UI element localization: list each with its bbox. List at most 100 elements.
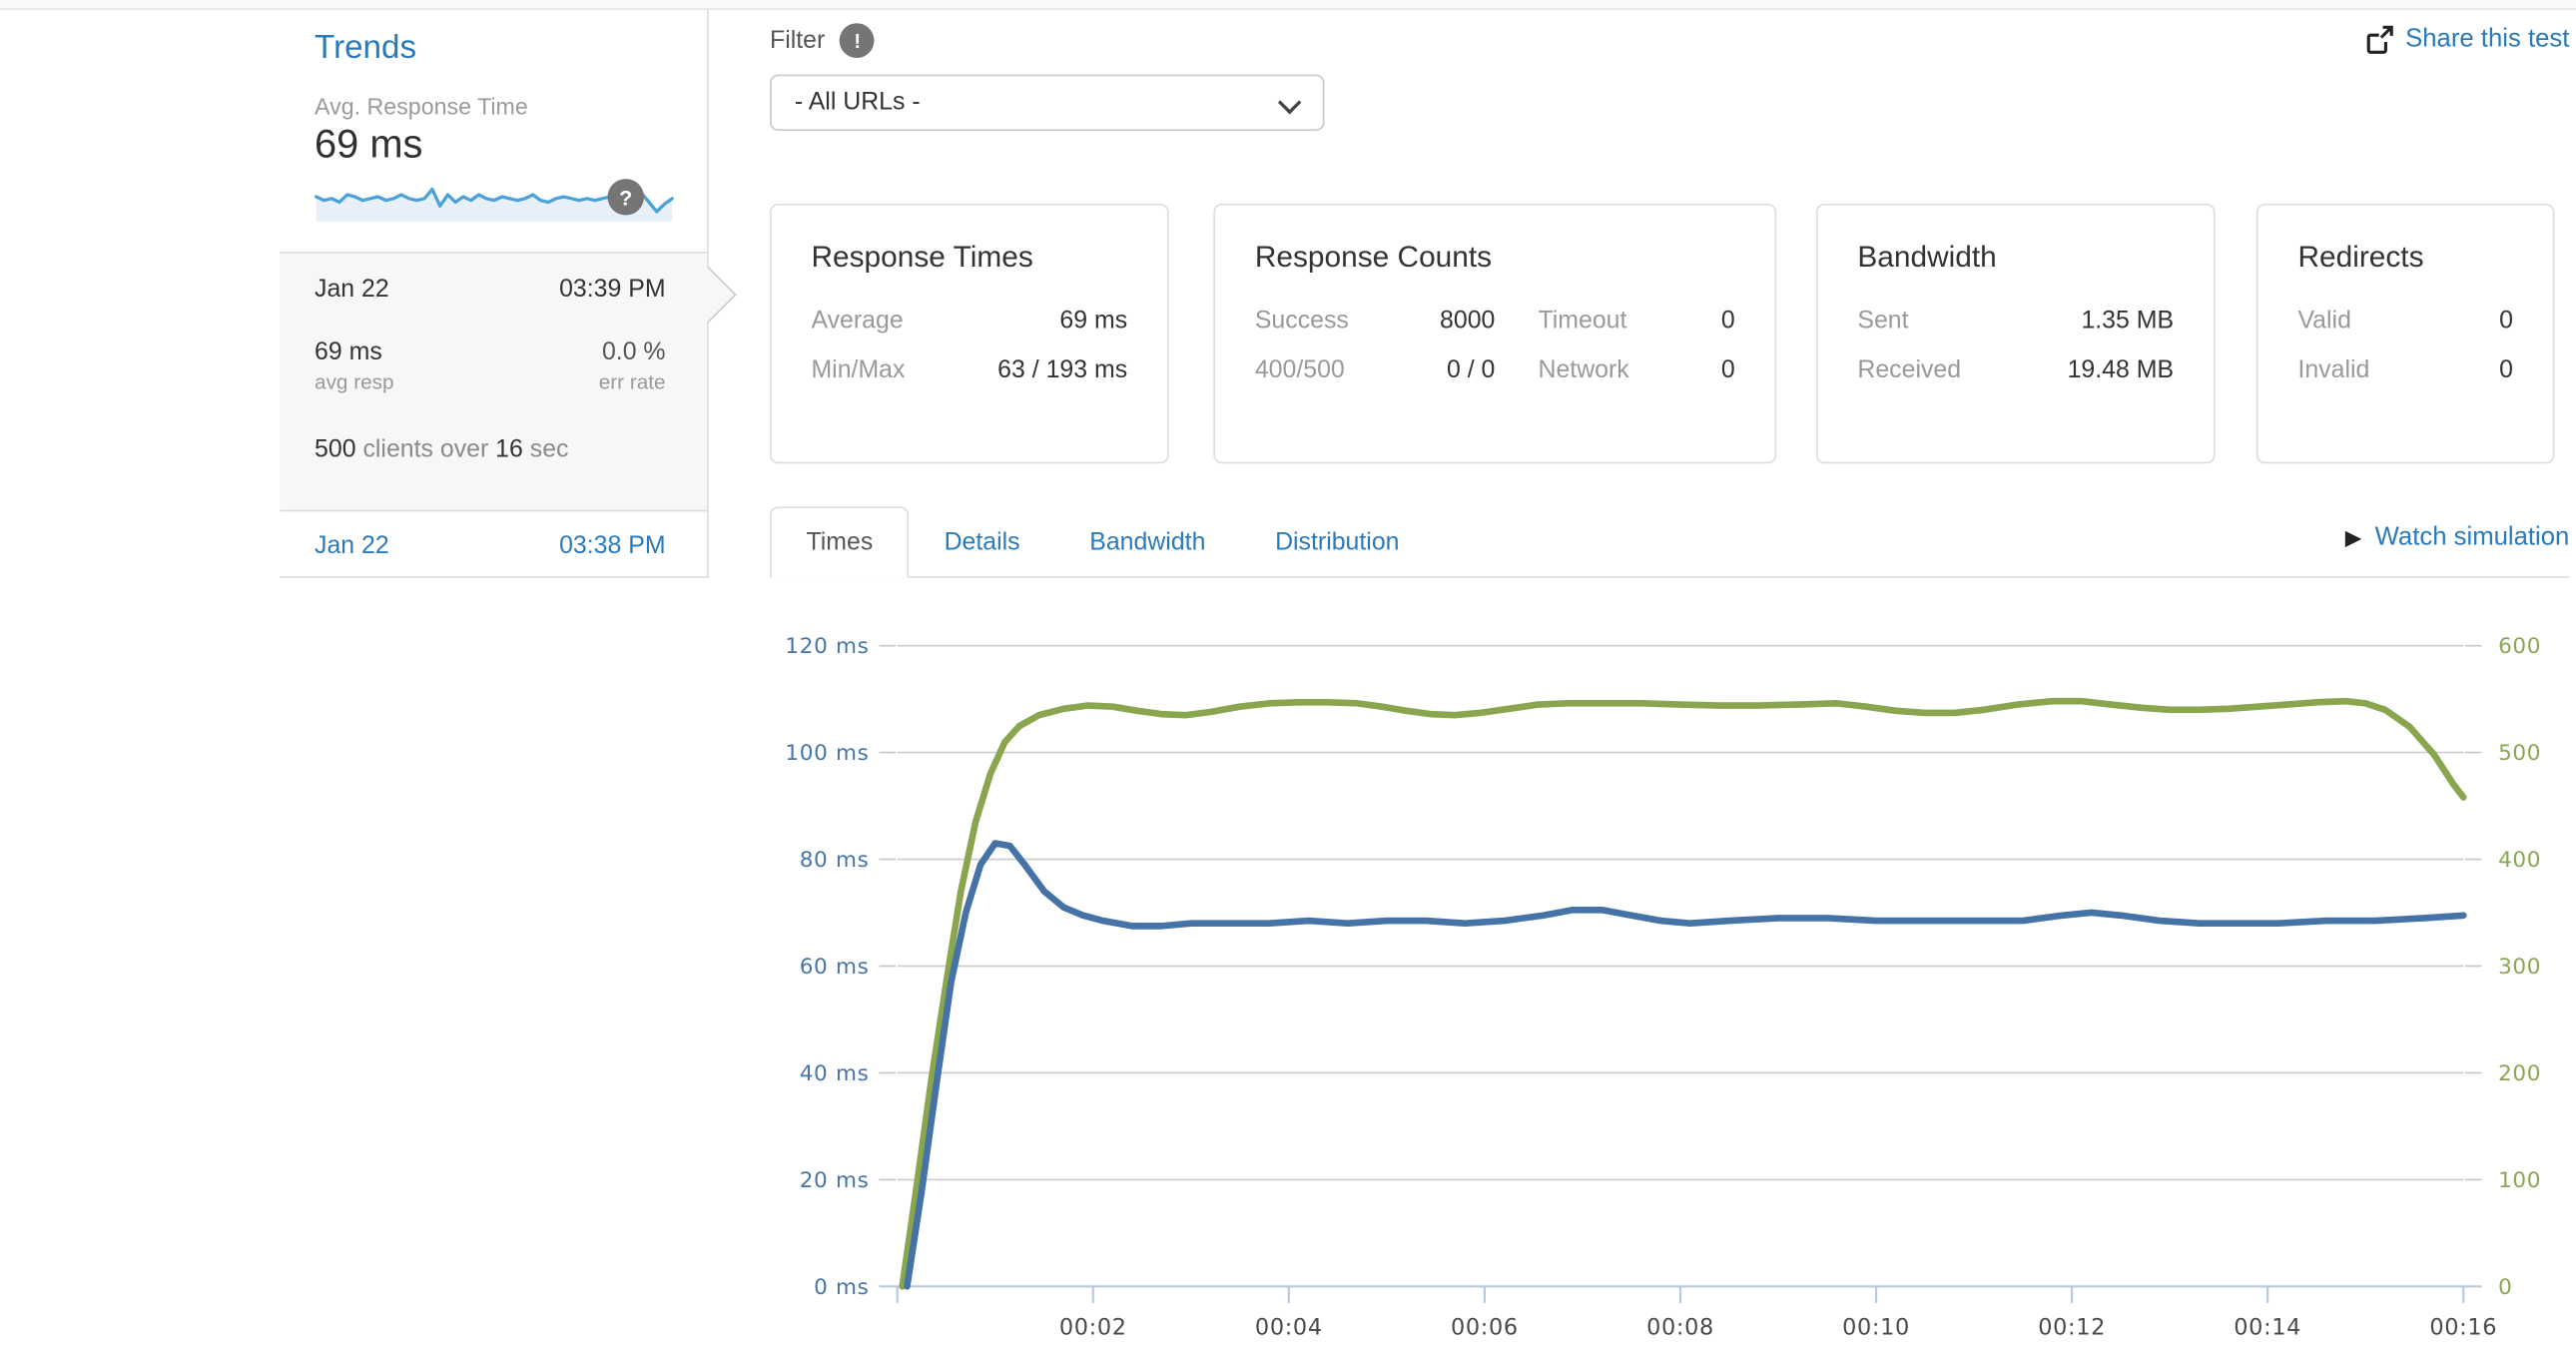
x-axis-label: 00:08: [1646, 1314, 1714, 1340]
x-axis-label: 00:16: [2429, 1314, 2497, 1340]
y-axis-right-label: 400: [2498, 848, 2541, 873]
run-date: Jan 22: [315, 275, 389, 304]
stat-value: 0: [2499, 306, 2513, 335]
prev-run-date-link[interactable]: Jan 22: [315, 531, 389, 560]
card-response-counts: Response Counts Success 8000 Timeout 0 400/5…: [1213, 203, 1777, 464]
response-time-line: [904, 840, 2467, 1290]
stat-value: 69 ms: [1059, 306, 1128, 335]
card-stat-row: Received 19.48 MB: [1857, 355, 2174, 383]
duration-value: 16: [495, 435, 523, 464]
stat-label: Received: [1857, 355, 1962, 384]
y-axis-right-label: 0: [2498, 1275, 2512, 1300]
filter-label: Filter: [770, 26, 826, 55]
test-run-previous[interactable]: Jan 22 03:38 PM: [280, 516, 707, 559]
tabs: Times Details Bandwidth Distribution: [770, 506, 2569, 578]
y-axis-left-label: 100 ms: [785, 741, 869, 766]
stat-label: Timeout: [1538, 306, 1627, 335]
clients-text: clients over: [362, 435, 489, 464]
tab-details[interactable]: Details: [944, 527, 1020, 557]
stat-label: Sent: [1857, 306, 1909, 335]
chart-tabs-bar: Times Details Bandwidth Distribution ▶ Watc…: [770, 506, 2570, 578]
run-metric-labels: avg resp err rate: [315, 370, 666, 393]
stat-label: Network: [1538, 355, 1629, 384]
card-response-times: Response Times Average 69 ms Min/Max 63 / 1…: [770, 203, 1169, 464]
trends-sidebar: Trends Avg. Response Time 69 ms ? Jan 22…: [280, 9, 736, 578]
stat-value: 0: [1720, 306, 1735, 335]
avg-resp-label: avg resp: [315, 370, 394, 394]
share-link-label: Share this test: [2405, 24, 2570, 54]
y-axis-right-label: 100: [2498, 1168, 2541, 1193]
card-redirects: Redirects Valid 0 Invalid 0: [2255, 203, 2555, 464]
play-icon: ▶: [2344, 524, 2362, 550]
run-time: 03:39 PM: [559, 275, 666, 304]
share-test-link[interactable]: Share this test: [2364, 24, 2570, 55]
card-stat-pair-row: Success 8000 Timeout 0: [1255, 307, 1735, 356]
times-chart: 0 ms 0 20 ms 100 40 ms 200 60 ms 300 80 ms 400 100…: [785, 634, 2541, 1340]
card-title: Bandwidth: [1857, 240, 1997, 274]
clients-count: 500: [315, 435, 356, 464]
card-stat-row: Success 8000: [1255, 307, 1496, 335]
y-axis-right-label: 200: [2498, 1061, 2541, 1086]
y-axis-left-label: 20 ms: [800, 1168, 870, 1193]
y-axis-right-label: 600: [2498, 634, 2541, 659]
stat-value: 8000: [1440, 306, 1496, 335]
x-axis-label: 00:14: [2234, 1314, 2301, 1340]
watch-simulation-link[interactable]: ▶ Watch simulation: [2345, 523, 2570, 553]
stat-label: Invalid: [2297, 355, 2370, 384]
y-axis-left-label: 0 ms: [814, 1275, 869, 1300]
card-stat-row: Network 0: [1539, 355, 1735, 383]
x-axis-label: 00:06: [1451, 1314, 1519, 1340]
card-stat-row: Average 69 ms: [811, 307, 1127, 335]
card-stat-row: Sent 1.35 MB: [1857, 307, 2174, 335]
tab-times[interactable]: Times: [770, 506, 910, 578]
err-rate-label: err rate: [598, 370, 666, 394]
duration-unit: sec: [529, 435, 569, 464]
avg-response-time-label: Avg. Response Time: [315, 92, 528, 120]
share-icon: [2366, 25, 2393, 54]
stat-label: Valid: [2297, 306, 2351, 335]
stat-label: 400/500: [1254, 355, 1345, 384]
card-stat-row: 400/500 0 / 0: [1255, 355, 1496, 383]
filter-info-icon[interactable]: !: [840, 23, 876, 59]
y-axis-left-label: 40 ms: [800, 1061, 870, 1086]
stat-value: 1.35 MB: [2081, 306, 2175, 335]
watch-simulation-label: Watch simulation: [2374, 522, 2570, 552]
stat-value: 0: [1720, 355, 1735, 384]
filter-row: Filter !: [770, 23, 876, 59]
chevron-down-icon: [1277, 91, 1302, 115]
card-stat-row: Min/Max 63 / 193 ms: [811, 355, 1127, 383]
stat-label: Min/Max: [811, 355, 906, 384]
trends-title-link[interactable]: Trends: [315, 29, 417, 67]
card-title: Redirects: [2297, 240, 2424, 274]
run-clients-summary: 500 clients over 16 sec: [315, 435, 666, 463]
avg-response-time-value: 69 ms: [315, 122, 423, 168]
help-icon[interactable]: ?: [607, 179, 645, 216]
prev-run-time-link[interactable]: 03:38 PM: [559, 531, 666, 560]
card-stat-row: Valid 0: [2297, 307, 2513, 335]
url-select-value: - All URLs -: [794, 87, 921, 117]
tab-distribution[interactable]: Distribution: [1275, 527, 1400, 557]
y-axis-left-label: 60 ms: [800, 955, 870, 980]
x-axis-label: 00:04: [1255, 1314, 1323, 1340]
card-title: Response Times: [811, 240, 1033, 274]
y-axis-right-label: 500: [2498, 741, 2541, 766]
stat-value: 0: [2499, 355, 2513, 384]
test-run-selected[interactable]: Jan 22 03:39 PM 69 ms 0.0 % avg resp err…: [280, 252, 708, 512]
stat-value: 19.48 MB: [2067, 355, 2175, 384]
y-axis-right-label: 300: [2498, 955, 2541, 980]
y-axis-left-label: 80 ms: [800, 848, 870, 873]
stat-label: Average: [811, 306, 904, 335]
x-axis-label: 00:12: [2038, 1314, 2106, 1340]
run-header: Jan 22 03:39 PM: [315, 275, 666, 303]
tab-bandwidth[interactable]: Bandwidth: [1089, 527, 1206, 557]
run-err-rate-value: 0.0 %: [601, 338, 666, 366]
card-stat-row: Timeout 0: [1539, 307, 1735, 335]
card-bandwidth: Bandwidth Sent 1.35 MB Received 19.48 MB: [1815, 203, 2216, 464]
clients-line: [899, 697, 2467, 1290]
y-axis-left-label: 120 ms: [785, 634, 869, 659]
x-axis-label: 00:02: [1059, 1314, 1127, 1340]
top-strip: [0, 0, 2576, 10]
run-metrics: 69 ms 0.0 %: [315, 338, 666, 365]
url-filter-select[interactable]: - All URLs -: [770, 74, 1325, 131]
x-axis-label: 00:10: [1842, 1314, 1910, 1340]
